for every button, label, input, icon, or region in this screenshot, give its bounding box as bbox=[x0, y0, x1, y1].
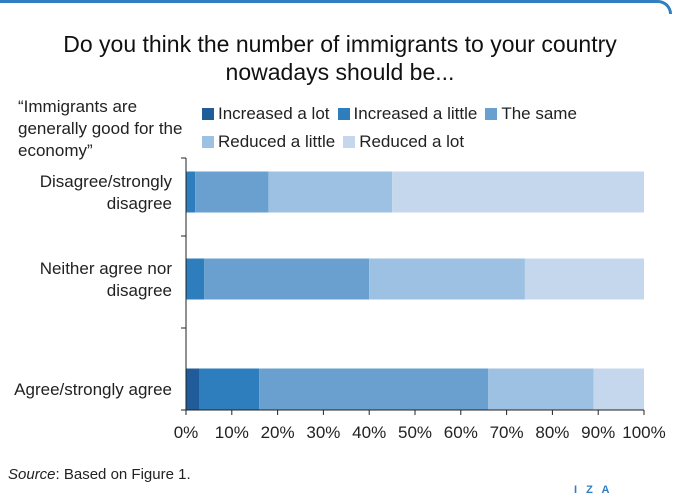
bar-segment bbox=[392, 171, 644, 213]
bar-segment bbox=[186, 368, 200, 410]
legend: Increased a lot Increased a little The s… bbox=[202, 100, 662, 156]
legend-swatch bbox=[343, 136, 356, 148]
x-tick-label: 60% bbox=[444, 423, 478, 442]
x-tick-label: 90% bbox=[581, 423, 615, 442]
legend-label: Reduced a little bbox=[218, 132, 336, 151]
bar-segment bbox=[186, 171, 196, 213]
category-label: Agree/strongly agree bbox=[14, 380, 172, 399]
legend-label: Increased a little bbox=[353, 104, 478, 123]
source-text: : Based on Figure 1. bbox=[55, 466, 191, 483]
chart-title: Do you think the number of immigrants to… bbox=[63, 31, 617, 85]
bar-segment bbox=[524, 258, 644, 300]
legend-swatch bbox=[485, 108, 498, 120]
legend-item: Reduced a little bbox=[202, 132, 335, 152]
legend-label: Reduced a lot bbox=[359, 132, 465, 151]
legend-label: The same bbox=[501, 104, 577, 123]
iza-logo: I Z A bbox=[574, 484, 613, 496]
bar-segment bbox=[199, 368, 260, 410]
source-label: Source bbox=[8, 466, 56, 483]
legend-item: Reduced a lot bbox=[343, 132, 464, 152]
x-tick-label: 40% bbox=[352, 423, 386, 442]
legend-swatch bbox=[337, 108, 350, 120]
bar-segment bbox=[259, 368, 489, 410]
x-tick-label: 70% bbox=[490, 423, 524, 442]
bar-segment bbox=[186, 258, 205, 300]
y-axis-label: “Immigrants are generally good for the e… bbox=[18, 97, 183, 160]
legend-item: Increased a lot bbox=[202, 104, 330, 124]
source-note: Source: Based on Figure 1. bbox=[8, 466, 191, 483]
x-tick-label: 0% bbox=[174, 423, 199, 442]
category-label: Disagree/strongly disagree bbox=[40, 172, 173, 213]
legend-item: Increased a little bbox=[337, 104, 478, 124]
x-tick-label: 30% bbox=[306, 423, 340, 442]
x-tick-label: 80% bbox=[535, 423, 569, 442]
legend-item: The same bbox=[485, 104, 577, 124]
bar-segment bbox=[268, 171, 393, 213]
category-label: Neither agree nor disagree bbox=[40, 259, 173, 300]
x-tick-label: 10% bbox=[215, 423, 249, 442]
bar-segment bbox=[204, 258, 370, 300]
bar-segment bbox=[593, 368, 644, 410]
bar-segment bbox=[195, 171, 269, 213]
x-tick-label: 20% bbox=[261, 423, 295, 442]
bar-segment bbox=[369, 258, 525, 300]
legend-label: Increased a lot bbox=[218, 104, 330, 123]
legend-swatch bbox=[202, 108, 214, 120]
bar-segment bbox=[488, 368, 594, 410]
legend-swatch bbox=[202, 136, 214, 148]
x-tick-label: 50% bbox=[398, 423, 432, 442]
x-tick-label: 100% bbox=[622, 423, 665, 442]
